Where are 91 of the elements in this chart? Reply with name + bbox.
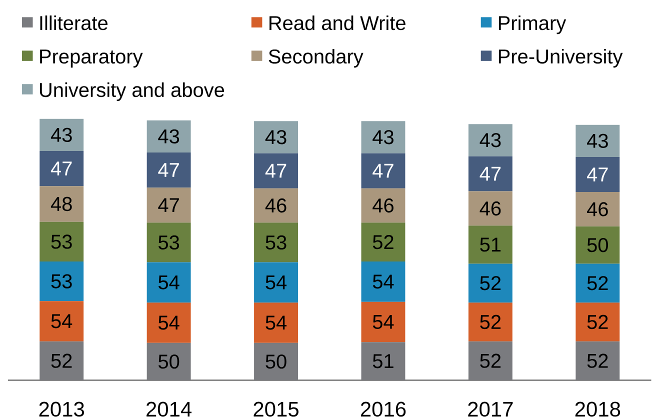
bar [576,226,620,264]
bar [254,302,298,343]
bar [576,124,620,157]
bar [576,192,620,226]
data-label: 46 [586,202,608,216]
legend-label: Illiterate [40,15,108,30]
legend-label: Read and Write [270,15,406,30]
bar [254,188,298,223]
data-label: 47 [158,198,179,212]
data-label: 43 [480,133,501,148]
x-tick-label: 2017 [468,402,513,417]
bar [146,120,191,152]
data-label: 50 [158,354,180,369]
data-label: 50 [266,354,286,369]
data-label: 52 [480,354,501,368]
bar [361,262,406,302]
bar [40,118,84,151]
bar [254,121,298,154]
data-label: 43 [265,130,286,144]
bar [576,156,620,192]
data-label: 52 [587,276,608,290]
bar [468,191,512,226]
x-tick-label: 2015 [254,402,298,417]
data-label: 52 [587,354,608,368]
data-label: 54 [51,314,72,328]
data-label: 51 [372,354,394,368]
legend-label: Pre-University [498,48,623,68]
bar [146,188,191,223]
data-label: 46 [372,198,394,213]
data-label: 54 [372,315,394,329]
data-label: 53 [51,274,72,288]
data-label: 43 [586,134,608,148]
data-label: 47 [586,168,608,182]
data-label: 43 [372,130,394,144]
data-label: 47 [158,163,179,177]
bar [146,302,191,343]
bar [361,188,406,223]
x-tick-label: 2013 [39,402,84,417]
bar [361,302,406,342]
data-label: 52 [480,276,501,290]
bar [468,226,512,264]
data-label: 47 [372,164,394,178]
data-label: 47 [480,166,501,181]
x-tick-label: 2016 [360,402,406,417]
legend-label: Primary [498,15,566,34]
bar [146,262,191,303]
bar [254,262,298,303]
data-label: 53 [266,235,286,250]
bar [40,262,84,302]
data-label: 51 [480,238,501,252]
legend-label: Preparatory [40,50,143,68]
bar [576,302,620,342]
data-label: 47 [265,164,286,178]
bar [40,222,84,262]
bar [468,264,512,303]
data-label: 50 [587,238,608,252]
bar [468,302,512,342]
bar [361,222,406,262]
bar [361,121,406,154]
data-label: 47 [50,162,72,176]
x-tick-label: 2018 [575,402,620,417]
data-label: 46 [480,201,501,216]
bar [40,301,84,342]
data-label: 52 [587,314,608,330]
legend-label: University and above [40,82,224,102]
x-tick-label: 2014 [146,402,192,417]
data-label: 43 [50,128,72,142]
data-label: 54 [372,274,394,289]
bar [254,153,298,188]
bar [361,153,406,188]
legend-label: Secondary [268,48,364,68]
data-label: 43 [158,129,180,144]
data-label: 54 [158,316,180,330]
bar [146,222,191,262]
bar [576,264,620,303]
bar [468,156,512,192]
data-label: 54 [266,316,287,330]
data-label: 46 [265,198,286,213]
data-label: 52 [480,314,501,330]
data-label: 54 [158,275,180,290]
data-label: 53 [158,235,180,250]
data-label: 52 [51,354,72,368]
bar [40,186,84,222]
bar [146,152,191,188]
data-label: 53 [51,234,72,249]
bar [468,124,512,156]
data-label: 52 [372,235,394,250]
bar [254,222,298,262]
bar [40,150,84,186]
data-label: 48 [50,196,72,212]
data-label: 54 [266,275,287,290]
